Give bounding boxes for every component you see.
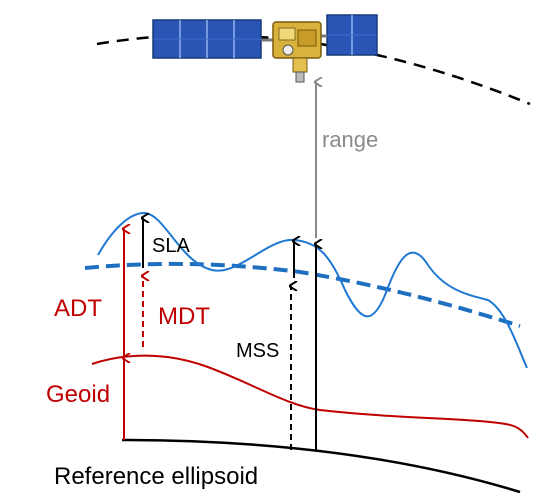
adt-label: ADT — [54, 295, 102, 322]
mss-label: MSS — [236, 340, 279, 362]
reference-ellipsoid-curve — [121, 438, 521, 494]
sla-label: SLA — [152, 235, 190, 257]
reference-ellipsoid-label: Reference ellipsoid — [54, 463, 258, 490]
mdt-label: MDT — [158, 303, 210, 330]
mean-sea-surface-curve — [84, 261, 521, 328]
range-label: range — [322, 127, 378, 152]
satellite-icon — [152, 14, 378, 83]
geoid-curve — [91, 354, 529, 439]
geoid-label: Geoid — [46, 381, 110, 408]
sea-surface-height-curve — [97, 211, 528, 369]
